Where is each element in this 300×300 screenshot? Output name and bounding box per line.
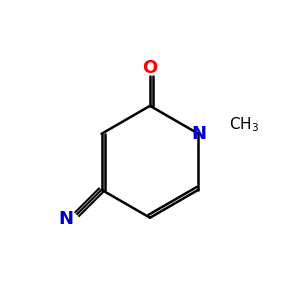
Text: O: O: [142, 59, 158, 77]
Text: N: N: [59, 210, 74, 228]
Text: CH$_3$: CH$_3$: [230, 116, 260, 134]
Text: N: N: [191, 125, 206, 143]
